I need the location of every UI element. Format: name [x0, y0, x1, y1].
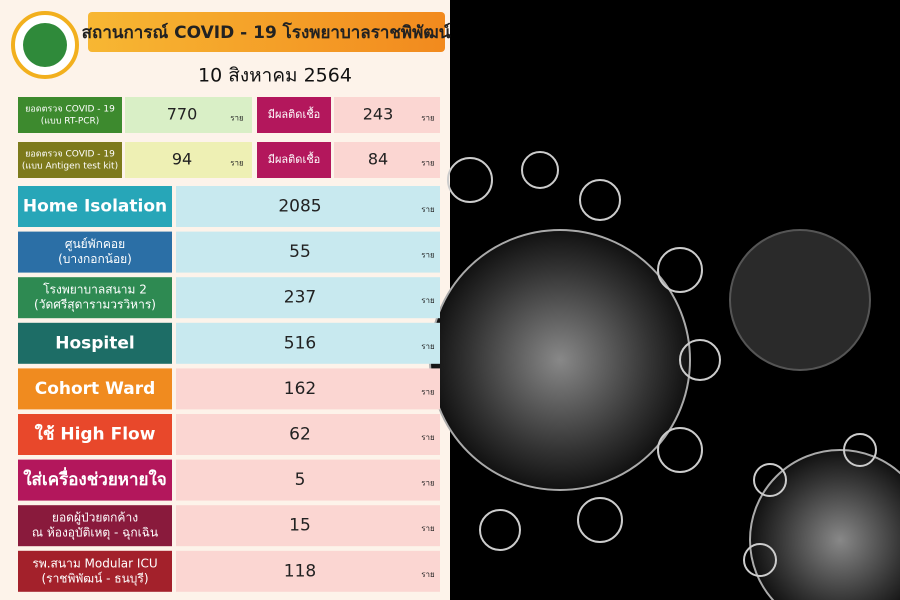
- row-label-box: [18, 505, 172, 547]
- label-line: ใช้ High Flow: [35, 424, 156, 445]
- row-label-box: [18, 322, 172, 364]
- label-line: (แบบ Antigen test kit): [22, 162, 118, 172]
- row-label-box: [18, 414, 172, 455]
- row-label-box: [18, 231, 172, 273]
- row-value: 15: [289, 516, 311, 536]
- label-line: ใส่เครื่องช่วยหายใจ: [23, 467, 167, 490]
- unit: ราย: [421, 387, 434, 396]
- label-line: ยอดผู้ป่วยตกค้าง: [52, 511, 138, 526]
- positive-label: มีผลติดเชื้อ: [268, 151, 321, 166]
- row-value: 516: [284, 333, 316, 353]
- row-value: 237: [284, 288, 316, 308]
- label-line: (วัดศรีสุดารามวรวิหาร): [34, 298, 156, 313]
- positive-value-box: [334, 97, 440, 133]
- label-line: (แบบ RT-PCR): [41, 117, 100, 127]
- test-label-box: [18, 97, 122, 133]
- label-line: ณ ห้องอุบัติเหตุ - ฉุกเฉิน: [32, 526, 158, 541]
- positive-label-box: [257, 97, 331, 133]
- positive-value: 243: [363, 105, 394, 124]
- title-bar: [88, 12, 445, 52]
- label-line: รพ.สนาม Modular ICU: [32, 556, 157, 570]
- row-label-box: [18, 459, 172, 501]
- row-value-box: [176, 550, 440, 592]
- label-line: (บางกอกน้อย): [58, 252, 132, 266]
- unit: ราย: [230, 159, 243, 168]
- row-value-box: [176, 505, 440, 547]
- label-line: ศูนย์พักคอย: [65, 237, 125, 252]
- row-label-box: [18, 550, 172, 592]
- row-label-box: [18, 368, 172, 410]
- row-label-box: [18, 186, 172, 227]
- test-value: 94: [172, 150, 192, 169]
- test-value-box: [125, 142, 252, 178]
- row-value-box: [176, 368, 440, 410]
- label-line: ยอดตรวจ COVID - 19: [25, 105, 115, 115]
- row-value-box: [176, 231, 440, 273]
- row-value: 162: [284, 379, 316, 399]
- unit: ราย: [421, 114, 434, 123]
- row-value-box: [176, 322, 440, 364]
- label-line: Cohort Ward: [35, 379, 156, 399]
- row-value: 118: [284, 561, 316, 581]
- label-line: Home Isolation: [23, 197, 167, 217]
- label-line: ยอดตรวจ COVID - 19: [25, 150, 115, 160]
- row-value-box: [176, 414, 440, 455]
- unit: ราย: [421, 433, 434, 442]
- virus-art: [429, 151, 900, 600]
- date: 10 สิงหาคม 2564: [198, 65, 352, 87]
- row-value: 55: [289, 242, 311, 262]
- unit: ราย: [421, 251, 434, 260]
- unit: ราย: [421, 159, 434, 168]
- row-value-box: [176, 186, 440, 227]
- positive-value-box: [334, 142, 440, 178]
- unit: ราย: [421, 296, 434, 305]
- unit: ราย: [421, 342, 434, 351]
- unit: ราย: [421, 205, 434, 214]
- label-line: โรงพยาบาลสนาม 2: [43, 283, 147, 297]
- row-value-box: [176, 277, 440, 319]
- logo: [11, 11, 79, 79]
- unit: ราย: [421, 479, 434, 488]
- label-line: Hospitel: [55, 333, 135, 353]
- row-label-box: [18, 277, 172, 319]
- positive-label: มีผลติดเชื้อ: [268, 106, 321, 121]
- test-label-box: [18, 142, 122, 178]
- label-line: (ราชพิพัฒน์ - ธนบุรี): [41, 571, 148, 586]
- row-value-box: [176, 459, 440, 501]
- row-value: 2085: [278, 197, 321, 217]
- positive-label-box: [257, 142, 331, 178]
- test-value: 770: [167, 105, 198, 124]
- unit: ราย: [421, 570, 434, 579]
- unit: ราย: [421, 524, 434, 533]
- title: สถานการณ์ COVID - 19 โรงพยาบาลราชพิพัฒน์: [82, 22, 451, 43]
- row-value: 5: [295, 470, 306, 490]
- test-value-box: [125, 97, 252, 133]
- row-value: 62: [289, 425, 311, 445]
- unit: ราย: [230, 114, 243, 123]
- positive-value: 84: [368, 150, 388, 169]
